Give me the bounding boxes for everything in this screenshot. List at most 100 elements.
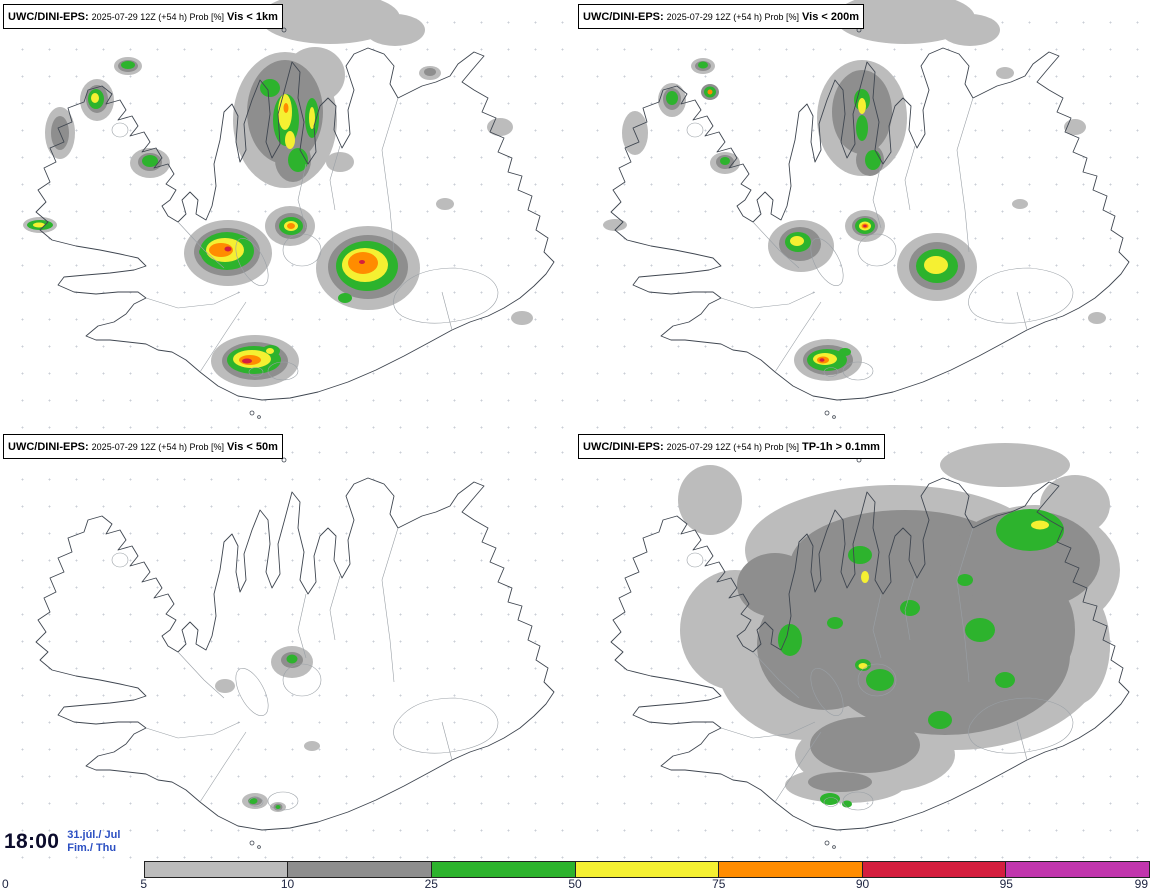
prob-region-green bbox=[965, 618, 995, 642]
prob-region-yellow bbox=[790, 236, 804, 246]
run-label: 2025-07-29 12Z (+54 h) Prob [%] bbox=[666, 12, 799, 22]
panel-title-tp-1h: UWC/DINI-EPS: 2025-07-29 12Z (+54 h) Prob… bbox=[578, 434, 885, 459]
prob-region-g1 bbox=[603, 219, 627, 231]
prob-region-red bbox=[359, 260, 365, 264]
colorbar-segment-5-10 bbox=[144, 862, 288, 877]
prob-region-green bbox=[995, 672, 1015, 688]
map-grid: UWC/DINI-EPS: 2025-07-29 12Z (+54 h) Prob… bbox=[0, 0, 1150, 860]
prob-region-yellow bbox=[91, 93, 99, 103]
prob-region-g1 bbox=[260, 0, 400, 44]
prob-region-g1 bbox=[678, 465, 742, 535]
prob-region-g1 bbox=[1012, 199, 1028, 209]
prob-region-g1 bbox=[1088, 312, 1106, 324]
valid-time: 18:00 31.júl./ Jul Fim./ Thu bbox=[4, 829, 120, 855]
prob-region-g1 bbox=[835, 0, 975, 44]
panel-vis-50m: UWC/DINI-EPS: 2025-07-29 12Z (+54 h) Prob… bbox=[0, 430, 575, 860]
colorbar-tick-0: 0 bbox=[2, 877, 9, 891]
variable-label: Vis < 1km bbox=[227, 11, 278, 23]
prob-region-g1 bbox=[1064, 119, 1086, 135]
model-label: UWC/DINI-EPS: bbox=[8, 441, 89, 453]
prob-region-g1 bbox=[215, 679, 235, 693]
prob-region-yellow bbox=[858, 98, 866, 114]
prob-region-orange bbox=[707, 89, 713, 95]
prob-region-green bbox=[142, 155, 158, 167]
prob-region-green bbox=[900, 600, 920, 616]
prob-region-green bbox=[957, 574, 973, 586]
colorbar-tick-10: 10 bbox=[280, 877, 295, 891]
prob-region-green bbox=[827, 617, 843, 629]
prob-region-orange bbox=[283, 103, 289, 113]
variable-label: Vis < 50m bbox=[227, 441, 278, 453]
prob-region-yellow bbox=[861, 571, 869, 583]
prob-region-yellow bbox=[858, 663, 868, 669]
colorbar-segment-25-50 bbox=[430, 862, 575, 877]
probability-legend: 0 5 10 25 50 75 90 95 99 bbox=[0, 860, 1150, 891]
colorbar-tick-75: 75 bbox=[712, 877, 726, 891]
prob-region-green bbox=[338, 293, 352, 303]
panel-tp-1h: UWC/DINI-EPS: 2025-07-29 12Z (+54 h) Prob… bbox=[575, 430, 1150, 860]
iceland-map-tp-1h bbox=[610, 443, 1130, 849]
colorbar-tick-95: 95 bbox=[999, 877, 1013, 891]
prob-region-g1 bbox=[511, 311, 533, 325]
prob-region-green bbox=[865, 150, 881, 170]
model-label: UWC/DINI-EPS: bbox=[583, 11, 664, 23]
prob-region-green bbox=[820, 793, 840, 805]
prob-region-g2 bbox=[424, 68, 436, 76]
prob-region-green bbox=[666, 91, 678, 105]
prob-region-yellow bbox=[266, 348, 274, 354]
panel-vis-1km: UWC/DINI-EPS: 2025-07-29 12Z (+54 h) Prob… bbox=[0, 0, 575, 430]
prob-region-g1 bbox=[996, 67, 1014, 79]
prob-region-green bbox=[121, 61, 135, 69]
prob-region-green bbox=[996, 509, 1064, 551]
prob-region-green bbox=[848, 546, 872, 564]
prob-region-g1 bbox=[304, 741, 320, 751]
prob-region-red bbox=[819, 358, 825, 362]
prob-region-g2 bbox=[737, 553, 813, 617]
prob-region-orange bbox=[209, 243, 233, 257]
prob-region-green bbox=[248, 798, 258, 804]
run-label: 2025-07-29 12Z (+54 h) Prob [%] bbox=[91, 442, 224, 452]
valid-time-hour: 18:00 bbox=[4, 830, 60, 854]
prob-region-g2 bbox=[808, 772, 872, 792]
prob-region-g1 bbox=[436, 198, 454, 210]
variable-label: TP-1h > 0.1mm bbox=[802, 441, 880, 453]
colorbar-tick-5: 5 bbox=[140, 877, 148, 891]
iceland-map-vis-200m bbox=[603, 0, 1130, 419]
prob-region-yellow bbox=[1031, 520, 1049, 530]
prob-region-g1 bbox=[365, 14, 425, 46]
colorbar-tick-labels: 0 5 10 25 50 75 90 95 99 bbox=[0, 877, 1150, 891]
colorbar-segment-50-75 bbox=[574, 862, 719, 877]
prob-region-yellow bbox=[309, 107, 315, 129]
colorbar-tick-99: 99 bbox=[1134, 877, 1148, 891]
probability-field bbox=[603, 0, 1106, 381]
prob-region-g1 bbox=[940, 443, 1070, 487]
probability-field bbox=[23, 0, 533, 387]
prob-region-yellow bbox=[33, 222, 45, 228]
prob-region-green bbox=[866, 669, 894, 691]
panel-vis-200m: UWC/DINI-EPS: 2025-07-29 12Z (+54 h) Prob… bbox=[575, 0, 1150, 430]
probability-colorbar bbox=[143, 861, 1150, 878]
colorbar-segment-75-90 bbox=[718, 862, 862, 877]
colorbar-tick-90: 90 bbox=[855, 877, 870, 891]
prob-region-g1 bbox=[940, 14, 1000, 46]
probability-field bbox=[678, 443, 1120, 808]
iceland-map-vis-1km bbox=[23, 0, 555, 419]
prob-region-red bbox=[863, 224, 867, 228]
prob-region-red bbox=[224, 246, 232, 252]
colorbar-tick-50: 50 bbox=[568, 877, 582, 891]
prob-region-green bbox=[928, 711, 952, 729]
prob-region-green bbox=[778, 624, 802, 656]
panel-title-vis-200m: UWC/DINI-EPS: 2025-07-29 12Z (+54 h) Prob… bbox=[578, 4, 864, 29]
prob-region-green bbox=[288, 148, 308, 172]
model-label: UWC/DINI-EPS: bbox=[583, 441, 664, 453]
panel-title-vis-1km: UWC/DINI-EPS: 2025-07-29 12Z (+54 h) Prob… bbox=[3, 4, 283, 29]
prob-region-green bbox=[286, 654, 298, 664]
prob-region-red bbox=[242, 358, 252, 364]
prob-region-green bbox=[856, 115, 868, 141]
prob-region-g2 bbox=[1035, 590, 1075, 670]
iceland-map-vis-50m bbox=[35, 457, 555, 849]
prob-region-green bbox=[842, 800, 852, 808]
valid-date-secondary: Fim./ Thu bbox=[67, 842, 117, 855]
run-label: 2025-07-29 12Z (+54 h) Prob [%] bbox=[91, 12, 224, 22]
model-label: UWC/DINI-EPS: bbox=[8, 11, 89, 23]
